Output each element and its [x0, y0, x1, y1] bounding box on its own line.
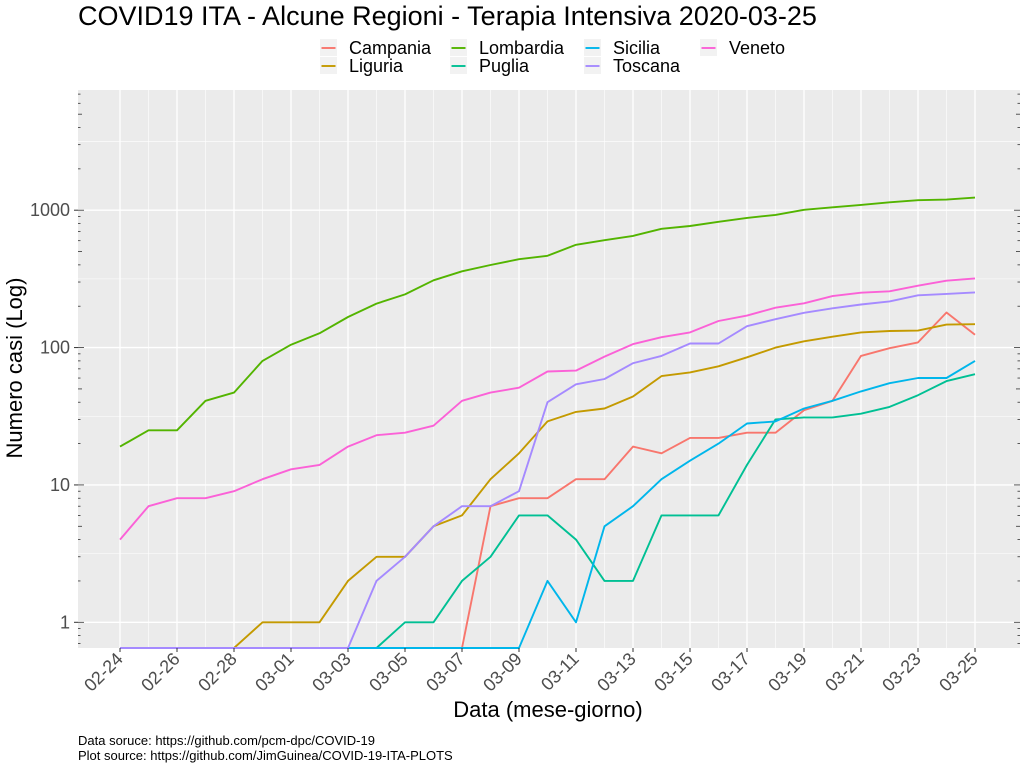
legend-label: Sicilia: [613, 38, 661, 58]
x-tick-label: 02-24: [80, 649, 127, 696]
x-tick-label: 03-05: [365, 649, 412, 696]
legend-item-lombardia: Lombardia: [450, 38, 565, 58]
x-tick-label: 02-26: [137, 649, 184, 696]
x-tick-label: 03-03: [308, 649, 355, 696]
y-tick-label: 10: [50, 475, 70, 495]
x-axis: 02-24 02-26 02-28 03-01 03-03 03-05 03-07 03-09…: [80, 648, 982, 695]
chart-title: COVID19 ITA - Alcune Regioni - Terapia I…: [78, 1, 817, 31]
legend-item-campania: Campania: [320, 38, 432, 58]
y-axis: 1 10 100 1000: [30, 200, 78, 632]
x-tick-label: 03-25: [935, 649, 982, 696]
grid-minor: [78, 90, 1020, 648]
x-tick-label: 03-13: [593, 649, 640, 696]
plot-panel: [78, 90, 1020, 648]
x-tick-label: 03-21: [821, 649, 868, 696]
legend-item-liguria: Liguria: [320, 56, 404, 76]
y-tick-label: 1: [60, 612, 70, 632]
x-tick-label: 03-09: [479, 649, 526, 696]
axes: [78, 93, 1020, 644]
series-lines: [119, 196, 976, 649]
x-tick-label: 03-07: [422, 649, 469, 696]
legend-label: Puglia: [479, 56, 530, 76]
x-tick-label: 03-01: [251, 649, 298, 696]
series-line-toscana: [120, 291, 976, 649]
x-tick-label: 03-17: [707, 649, 754, 696]
caption-plot-source: Plot source: https://github.com/JimGuine…: [78, 748, 453, 763]
legend-label: Liguria: [349, 56, 404, 76]
y-tick-label: 100: [40, 338, 70, 358]
x-axis-title: Data (mese-giorno): [453, 697, 643, 722]
caption-data-source: Data soruce: https://github.com/pcm-dpc/…: [78, 733, 375, 748]
legend-item-sicilia: Sicilia: [584, 38, 661, 58]
legend-label: Veneto: [729, 38, 785, 58]
legend-label: Campania: [349, 38, 432, 58]
legend-item-veneto: Veneto: [700, 38, 785, 58]
series-line-veneto: [119, 277, 976, 541]
y-axis-title: Numero casi (Log): [2, 278, 27, 459]
x-tick-label: 03-11: [537, 649, 583, 695]
x-tick-label: 03-19: [764, 649, 811, 696]
x-tick-label: 02-28: [194, 649, 241, 696]
grid-major: [78, 90, 1020, 648]
series-line-liguria: [120, 323, 976, 649]
legend-label: Toscana: [613, 56, 681, 76]
legend-label: Lombardia: [479, 38, 565, 58]
x-tick-label: 03-15: [650, 649, 697, 696]
x-tick-label: 03-23: [878, 649, 925, 696]
series-line-lombardia: [119, 196, 976, 448]
legend-item-toscana: Toscana: [584, 56, 681, 76]
y-tick-label: 1000: [30, 200, 70, 220]
legend-item-puglia: Puglia: [450, 56, 530, 76]
